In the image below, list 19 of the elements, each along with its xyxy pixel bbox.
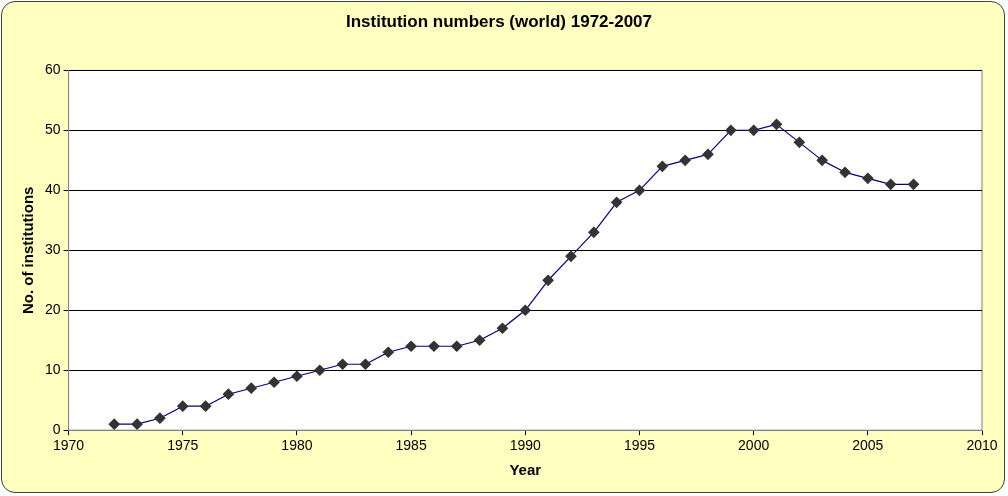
y-axis-title: No. of institutions [19,186,37,315]
x-tick-label: 2010 [966,437,998,454]
y-tick-label: 50 [44,121,61,138]
x-tick-label: 1985 [395,437,427,454]
x-tick-label: 1975 [167,437,199,454]
x-tick-label: 1970 [52,437,85,454]
x-tick-label: 1980 [281,437,313,454]
y-tick-label: 20 [44,301,61,318]
y-tick-label: 10 [44,361,61,378]
y-tick-label: 60 [44,61,61,78]
x-tick-label: 2005 [852,437,884,454]
y-tick-label: 0 [52,421,61,438]
y-tick-label: 40 [44,181,61,198]
x-tick-label: 1990 [509,437,542,454]
x-tick-label: 1995 [623,437,656,454]
x-axis-title: Year [509,461,542,479]
x-tick-label: 2000 [738,437,770,454]
y-tick-label: 30 [44,241,61,258]
chart-title: Institution numbers (world) 1972-2007 [345,11,653,31]
